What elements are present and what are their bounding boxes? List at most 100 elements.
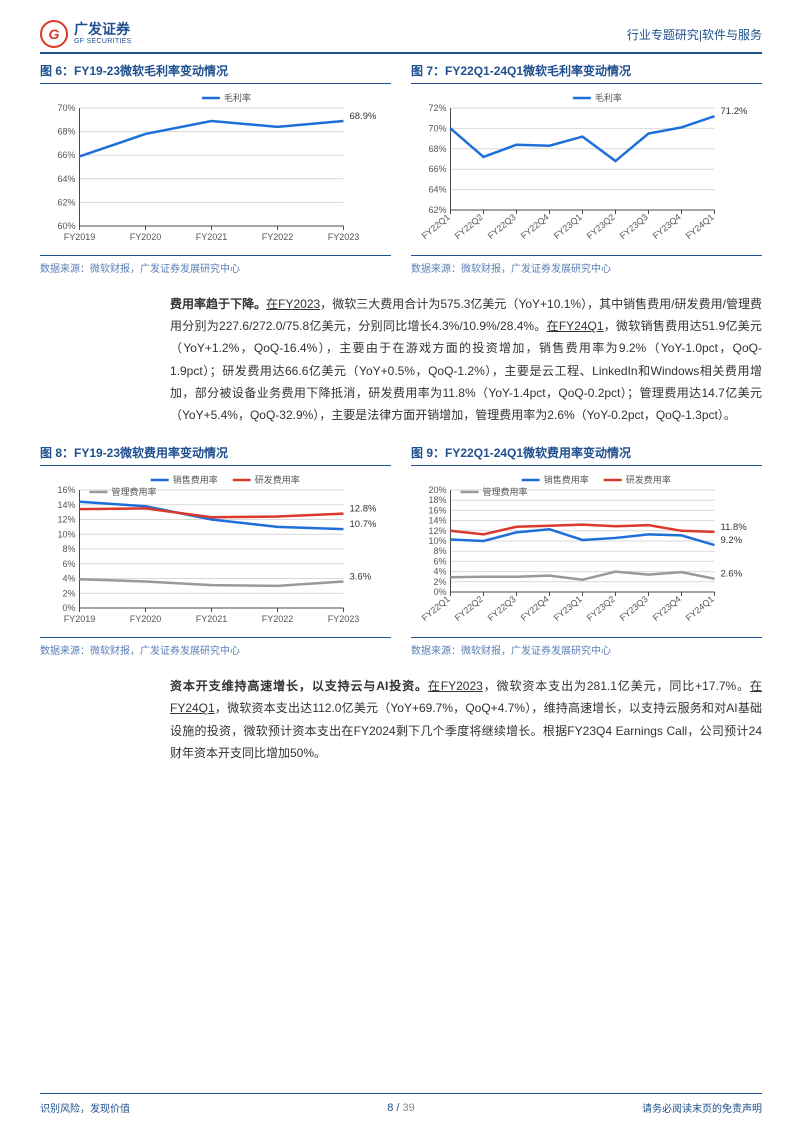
- chart-8-svg: 0% 2% 4% 6% 8% 10% 12% 14% 16% FY2019 FY2020 FY2021…: [40, 470, 391, 630]
- svg-text:FY23Q1: FY23Q1: [552, 212, 584, 241]
- svg-text:18%: 18%: [428, 495, 446, 505]
- svg-text:销售费用率: 销售费用率: [544, 474, 589, 485]
- chart-9-svg: 0%2%4%6%8%10%12%14%16%18%20%FY22Q1FY22Q2…: [411, 470, 762, 630]
- chart-8: 图 8：FY19-23微软费用率变动情况 0% 2% 4% 6% 8% 10% 12% 14%…: [40, 444, 391, 657]
- svg-text:FY23Q2: FY23Q2: [585, 594, 617, 623]
- paragraph-1: 费用率趋于下降。在FY2023，微软三大费用合计为575.3亿美元（YoY+10…: [170, 293, 762, 426]
- chart-6-svg: 60% 62% 64% 66% 68% 70% FY2019 FY2020 FY2021 FY20…: [40, 88, 391, 248]
- svg-text:20%: 20%: [428, 485, 446, 495]
- logo-cn: 广发证券: [74, 22, 132, 37]
- footer-left: 识别风险，发现价值: [40, 1100, 130, 1115]
- chart-7-source: 数据来源：微软财报，广发证券发展研究中心: [411, 255, 762, 275]
- chart-6: 图 6：FY19-23微软毛利率变动情况 60% 62% 64% 66% 68% 70% F…: [40, 62, 391, 275]
- svg-text:FY2023: FY2023: [328, 614, 360, 624]
- svg-text:66%: 66%: [57, 150, 75, 160]
- paragraph-2-bold: 资本开支维持高速增长，以支持云与AI投资。: [170, 679, 428, 693]
- svg-text:14%: 14%: [428, 516, 446, 526]
- svg-text:FY24Q1: FY24Q1: [684, 212, 716, 241]
- paragraph-1-bold: 费用率趋于下降。: [170, 297, 266, 311]
- svg-text:2.6%: 2.6%: [721, 569, 743, 580]
- svg-text:0%: 0%: [62, 603, 75, 613]
- page-header: G 广发证券 GF SECURITIES 行业专题研究|软件与服务: [40, 20, 762, 54]
- page-footer: 识别风险，发现价值 8 / 39 请务必阅读末页的免责声明: [40, 1093, 762, 1115]
- svg-text:8%: 8%: [62, 544, 75, 554]
- svg-text:FY22Q4: FY22Q4: [519, 594, 551, 623]
- svg-text:10%: 10%: [57, 529, 75, 539]
- logo-en: GF SECURITIES: [74, 38, 132, 46]
- svg-text:FY23Q3: FY23Q3: [618, 212, 650, 241]
- svg-text:66%: 66%: [428, 164, 446, 174]
- svg-text:FY2019: FY2019: [64, 232, 96, 242]
- svg-text:3.6%: 3.6%: [350, 572, 372, 583]
- footer-page: 8 / 39: [387, 1102, 415, 1114]
- svg-text:FY22Q2: FY22Q2: [453, 212, 485, 241]
- svg-text:FY2023: FY2023: [328, 232, 360, 242]
- svg-text:70%: 70%: [428, 123, 446, 133]
- chart-9: 图 9：FY22Q1-24Q1微软费用率变动情况 0%2%4%6%8%10%12…: [411, 444, 762, 657]
- logo-mark-icon: G: [40, 20, 68, 48]
- svg-text:9.2%: 9.2%: [721, 535, 743, 546]
- svg-text:71.2%: 71.2%: [721, 106, 748, 117]
- svg-text:FY2021: FY2021: [196, 614, 228, 624]
- svg-text:毛利率: 毛利率: [224, 92, 251, 103]
- svg-text:FY2022: FY2022: [262, 614, 294, 624]
- svg-text:6%: 6%: [433, 557, 446, 567]
- chart-8-source: 数据来源：微软财报，广发证券发展研究中心: [40, 637, 391, 657]
- svg-text:68%: 68%: [428, 144, 446, 154]
- svg-text:72%: 72%: [428, 103, 446, 113]
- svg-text:16%: 16%: [428, 506, 446, 516]
- svg-text:FY2022: FY2022: [262, 232, 294, 242]
- svg-text:60%: 60%: [57, 221, 75, 231]
- header-breadcrumb: 行业专题研究|软件与服务: [627, 26, 762, 43]
- chart-6-title: 图 6：FY19-23微软毛利率变动情况: [40, 62, 391, 84]
- svg-text:FY2019: FY2019: [64, 614, 96, 624]
- svg-text:16%: 16%: [57, 485, 75, 495]
- svg-text:FY22Q1: FY22Q1: [420, 212, 452, 241]
- svg-text:FY23Q2: FY23Q2: [585, 212, 617, 241]
- svg-text:FY22Q4: FY22Q4: [519, 212, 551, 241]
- svg-text:8%: 8%: [433, 546, 446, 556]
- svg-text:2%: 2%: [62, 588, 75, 598]
- svg-text:2%: 2%: [433, 577, 446, 587]
- svg-text:68%: 68%: [57, 127, 75, 137]
- svg-text:FY2020: FY2020: [130, 614, 162, 624]
- svg-text:10.7%: 10.7%: [350, 519, 377, 530]
- svg-text:14%: 14%: [57, 500, 75, 510]
- svg-text:销售费用率: 销售费用率: [173, 474, 218, 485]
- svg-text:4%: 4%: [62, 574, 75, 584]
- svg-text:FY22Q3: FY22Q3: [486, 594, 518, 623]
- svg-text:FY22Q3: FY22Q3: [486, 212, 518, 241]
- chart-9-title: 图 9：FY22Q1-24Q1微软费用率变动情况: [411, 444, 762, 466]
- svg-text:毛利率: 毛利率: [595, 92, 622, 103]
- chart-7: 图 7：FY22Q1-24Q1微软毛利率变动情况 62%64%66%68%70%…: [411, 62, 762, 275]
- svg-text:70%: 70%: [57, 103, 75, 113]
- svg-text:FY2021: FY2021: [196, 232, 228, 242]
- svg-text:6%: 6%: [62, 559, 75, 569]
- svg-text:FY23Q4: FY23Q4: [651, 594, 683, 623]
- svg-text:12%: 12%: [57, 515, 75, 525]
- svg-text:FY23Q3: FY23Q3: [618, 594, 650, 623]
- svg-text:4%: 4%: [433, 567, 446, 577]
- svg-text:FY22Q1: FY22Q1: [420, 594, 452, 623]
- logo: G 广发证券 GF SECURITIES: [40, 20, 132, 48]
- paragraph-1-rest: 在FY2023，微软三大费用合计为575.3亿美元（YoY+10.1%），其中销…: [170, 297, 762, 422]
- svg-text:64%: 64%: [57, 174, 75, 184]
- paragraph-2: 资本开支维持高速增长，以支持云与AI投资。在FY2023，微软资本支出为281.…: [170, 675, 762, 764]
- svg-text:管理费用率: 管理费用率: [483, 486, 528, 497]
- svg-text:FY2020: FY2020: [130, 232, 162, 242]
- svg-text:FY22Q2: FY22Q2: [453, 594, 485, 623]
- svg-text:10%: 10%: [428, 536, 446, 546]
- chart-9-source: 数据来源：微软财报，广发证券发展研究中心: [411, 637, 762, 657]
- svg-text:68.9%: 68.9%: [350, 111, 377, 122]
- chart-7-title: 图 7：FY22Q1-24Q1微软毛利率变动情况: [411, 62, 762, 84]
- svg-text:FY24Q1: FY24Q1: [684, 594, 716, 623]
- svg-text:管理费用率: 管理费用率: [112, 486, 157, 497]
- svg-text:研发费用率: 研发费用率: [626, 474, 671, 485]
- chart-8-title: 图 8：FY19-23微软费用率变动情况: [40, 444, 391, 466]
- svg-text:62%: 62%: [57, 197, 75, 207]
- svg-text:11.8%: 11.8%: [721, 522, 748, 533]
- chart-7-svg: 62%64%66%68%70%72%FY22Q1FY22Q2FY22Q3FY22…: [411, 88, 762, 248]
- svg-text:12%: 12%: [428, 526, 446, 536]
- svg-text:12.8%: 12.8%: [350, 504, 377, 515]
- svg-text:研发费用率: 研发费用率: [255, 474, 300, 485]
